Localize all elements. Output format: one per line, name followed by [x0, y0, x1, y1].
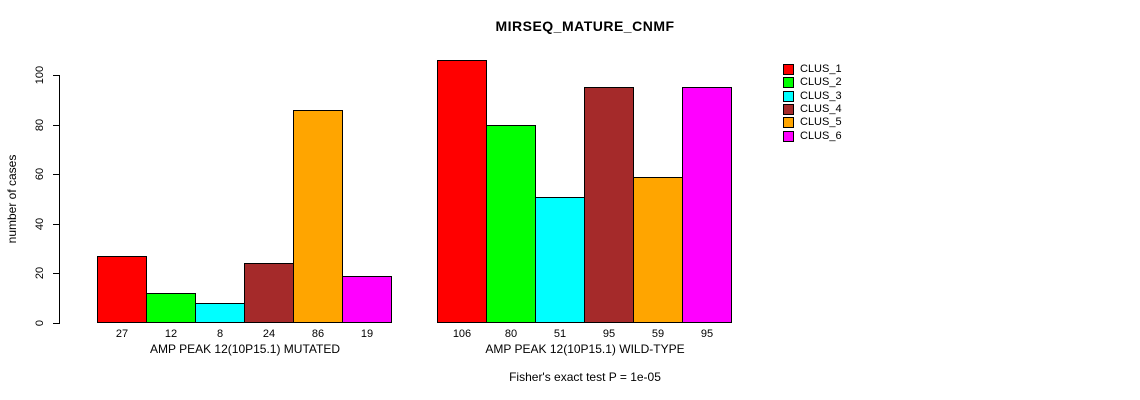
legend-label: CLUS_3 — [800, 90, 842, 102]
group-axis-label: AMP PEAK 12(10P15.1) MUTATED — [149, 342, 341, 356]
bar-clus_3-group1 — [195, 303, 245, 323]
legend-swatch-icon — [783, 131, 794, 142]
y-tick-label: 60 — [34, 167, 46, 181]
legend-swatch-icon — [783, 77, 794, 88]
legend-swatch-icon — [783, 64, 794, 75]
y-tick-label: 0 — [34, 319, 46, 327]
bar-clus_2-group1 — [146, 293, 196, 323]
bar-value-label: 24 — [262, 328, 276, 340]
bar-clus_6-group1 — [342, 276, 392, 323]
y-tick-label: 40 — [34, 217, 46, 231]
legend-label: CLUS_4 — [800, 103, 842, 115]
bar-value-label: 12 — [164, 328, 178, 340]
bar-clus_5-group2 — [633, 177, 683, 323]
legend-swatch-icon — [783, 91, 794, 102]
chart-title: MIRSEQ_MATURE_CNMF — [495, 18, 675, 34]
bar-clus_1-group1 — [97, 256, 147, 323]
bar-value-label: 19 — [360, 328, 374, 340]
bar-value-label: 27 — [115, 328, 129, 340]
bar-value-label: 51 — [553, 328, 567, 340]
bar-value-label: 95 — [700, 328, 714, 340]
y-axis-line — [59, 75, 60, 324]
y-tick-mark — [53, 174, 59, 175]
annotation-text: Fisher's exact test P = 1e-05 — [509, 370, 661, 384]
bar-value-label: 59 — [651, 328, 665, 340]
bar-clus_1-group2 — [437, 60, 487, 323]
group-axis-label: AMP PEAK 12(10P15.1) WILD-TYPE — [485, 342, 685, 356]
legend-label: CLUS_1 — [800, 63, 842, 75]
y-tick-label: 80 — [34, 118, 46, 132]
legend-label: CLUS_2 — [800, 76, 842, 88]
legend-label: CLUS_5 — [800, 116, 842, 128]
bar-value-label: 86 — [311, 328, 325, 340]
bar-clus_3-group2 — [535, 197, 585, 323]
y-tick-label: 100 — [34, 65, 46, 85]
bar-value-label: 95 — [602, 328, 616, 340]
bar-value-label: 8 — [216, 328, 224, 340]
y-tick-mark — [53, 224, 59, 225]
bar-value-label: 80 — [504, 328, 518, 340]
bar-clus_6-group2 — [682, 87, 732, 323]
legend-swatch-icon — [783, 117, 794, 128]
bar-clus_5-group1 — [293, 110, 343, 323]
bar-value-label: 106 — [452, 328, 472, 340]
legend-label: CLUS_6 — [800, 130, 842, 142]
y-tick-mark — [53, 273, 59, 274]
y-tick-label: 20 — [34, 266, 46, 280]
y-tick-mark — [53, 75, 59, 76]
bar-clus_2-group2 — [486, 125, 536, 323]
legend-swatch-icon — [783, 104, 794, 115]
bar-clus_4-group1 — [244, 263, 294, 323]
y-axis-label: number of cases — [5, 154, 19, 244]
y-tick-mark — [53, 125, 59, 126]
y-tick-mark — [53, 323, 59, 324]
bar-clus_4-group2 — [584, 87, 634, 323]
